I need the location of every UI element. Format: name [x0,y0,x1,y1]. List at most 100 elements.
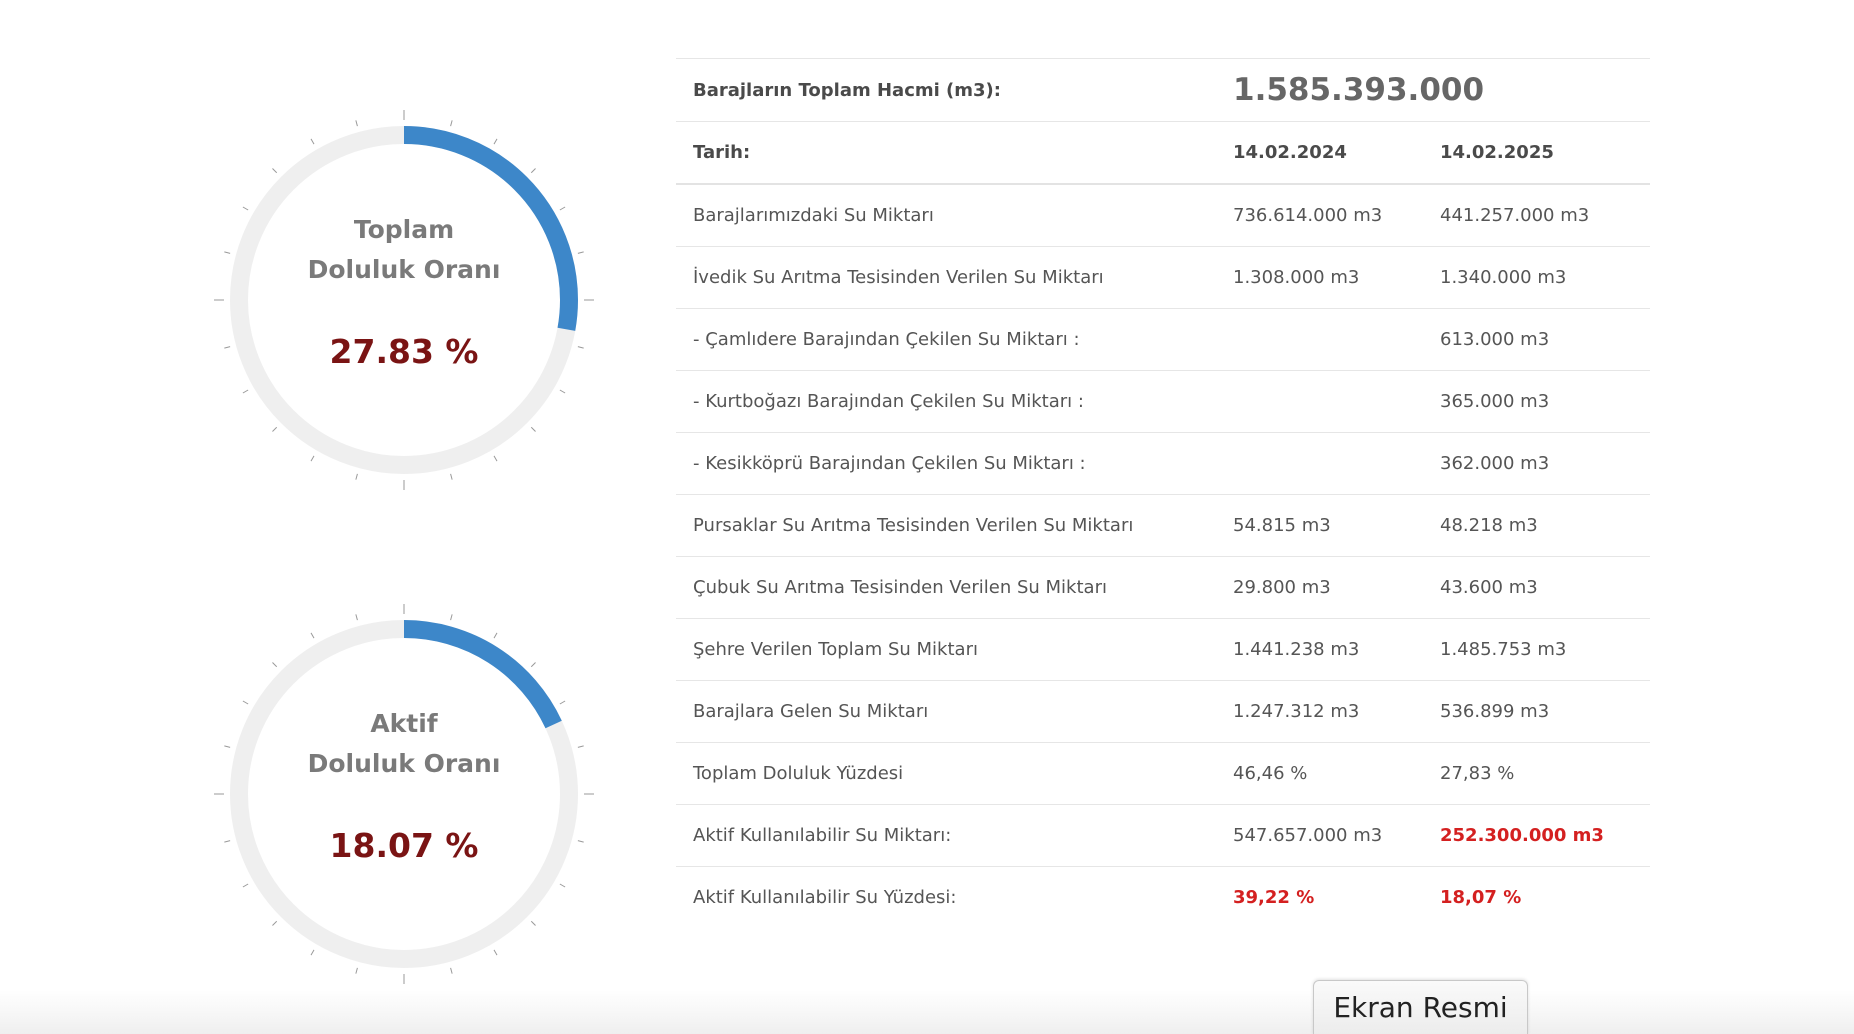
table-row: Şehre Verilen Toplam Su Miktarı 1.441.23… [676,618,1650,681]
gauge-tick [272,662,278,668]
gauge-tick [530,168,536,174]
row-value-2024: 1.441.238 m3 [1216,618,1423,681]
row-value-2025: 43.600 m3 [1423,556,1650,619]
row-value-2024: 54.815 m3 [1216,494,1423,557]
gauge-tick [493,455,498,462]
row-value-2025: 48.218 m3 [1423,494,1650,557]
gauge-tick [493,138,498,145]
gauge-tick [530,662,536,668]
row-value-2024: 46,46 % [1216,742,1423,805]
row-value-2025-highlight: 18,07 % [1423,866,1650,928]
gauge-tick [493,949,498,956]
table-row: - Kesikköprü Barajından Çekilen Su Mikta… [676,432,1650,495]
row-label: Barajlarımızdaki Su Miktarı [676,183,1216,247]
bottom-fade [0,990,1854,1034]
gauge-tick [530,920,536,926]
gauge-tick [242,883,249,888]
table-row: Çubuk Su Arıtma Tesisinden Verilen Su Mi… [676,556,1650,619]
table-row: Pursaklar Su Arıtma Tesisinden Verilen S… [676,494,1650,557]
row-value-2025: 362.000 m3 [1423,432,1650,495]
gauge-tick [450,120,453,127]
gauge-tick [310,632,315,639]
row-label: Toplam Doluluk Yüzdesi [676,742,1216,805]
row-label: Aktif Kullanılabilir Su Miktarı: [676,804,1216,867]
row-label: Çubuk Su Arıtma Tesisinden Verilen Su Mi… [676,556,1216,619]
row-value-2025: 365.000 m3 [1423,370,1650,433]
water-stats-table: Barajların Toplam Hacmi (m3): 1.585.393.… [676,58,1650,928]
gauge-tick [450,967,453,974]
gauge-tick [577,251,584,254]
row-label: İvedik Su Arıtma Tesisinden Verilen Su M… [676,246,1216,309]
table-row: Barajlarımızdaki Su Miktarı 736.614.000 … [676,183,1650,247]
gauge-ticks [214,604,594,984]
gauge-tick [224,745,231,748]
row-value-2024 [1216,370,1423,433]
row-value-2024: 29.800 m3 [1216,556,1423,619]
date-2024: 14.02.2024 [1216,121,1423,185]
gauge-fill-arc [230,620,578,968]
row-label: Barajlara Gelen Su Miktarı [676,680,1216,743]
table-row: İvedik Su Arıtma Tesisinden Verilen Su M… [676,246,1650,309]
table-row: Aktif Kullanılabilir Su Yüzdesi: 39,22 %… [676,866,1650,928]
gauge-tick [242,206,249,211]
gauge-tick [355,614,358,621]
row-value-2024: 1.247.312 m3 [1216,680,1423,743]
gauge-tick [559,883,566,888]
row-value-2024: 736.614.000 m3 [1216,183,1423,247]
total-fill-gauge-ring [214,110,594,490]
row-value-2025: 441.257.000 m3 [1423,183,1650,247]
active-fill-gauge: Aktif Doluluk Oranı 18.07 % [214,604,594,984]
row-value-2025: 1.485.753 m3 [1423,618,1650,681]
gauge-tick [355,473,358,480]
gauge-tick [242,389,249,394]
gauge-value: 18.07 % [329,826,479,865]
gauge-title-line1: Aktif [370,709,438,738]
date-2025: 14.02.2025 [1423,121,1650,185]
row-value-2024: 1.308.000 m3 [1216,246,1423,309]
row-label: - Çamlıdere Barajından Çekilen Su Miktar… [676,308,1216,371]
gauge-tick [559,206,566,211]
gauge-tick [577,840,584,843]
active-fill-gauge-ring [214,604,594,984]
gauge-tick [224,346,231,349]
gauge-tick [355,967,358,974]
date-label: Tarih: [676,121,1216,185]
gauge-tick [559,700,566,705]
table-row: Aktif Kullanılabilir Su Miktarı: 547.657… [676,804,1650,867]
gauge-title-line2: Doluluk Oranı [307,749,501,778]
gauge-tick [310,455,315,462]
gauge-tick [530,426,536,432]
total-volume-label: Barajların Toplam Hacmi (m3): [676,58,1216,122]
row-value-2024 [1216,432,1423,495]
row-value-2025: 1.340.000 m3 [1423,246,1650,309]
gauge-tick [310,949,315,956]
row-value-2024 [1216,308,1423,371]
gauge-tick [242,700,249,705]
table-row: - Çamlıdere Barajından Çekilen Su Miktar… [676,308,1650,371]
table-row: - Kurtboğazı Barajından Çekilen Su Mikta… [676,370,1650,433]
row-label: - Kesikköprü Barajından Çekilen Su Mikta… [676,432,1216,495]
gauge-tick [450,614,453,621]
gauge-tick [272,168,278,174]
screenshot-button[interactable]: Ekran Resmi [1313,980,1528,1034]
gauge-title-line1: Toplam [353,215,455,244]
row-label: Aktif Kullanılabilir Su Yüzdesi: [676,866,1216,928]
row-value-2025: 536.899 m3 [1423,680,1650,743]
gauge-tick [224,840,231,843]
table-row: Toplam Doluluk Yüzdesi 46,46 % 27,83 % [676,742,1650,805]
gauge-tick [224,251,231,254]
row-value-2024: 547.657.000 m3 [1216,804,1423,867]
row-value-2025: 27,83 % [1423,742,1650,805]
row-label: Şehre Verilen Toplam Su Miktarı [676,618,1216,681]
row-value-2024-highlight: 39,22 % [1216,866,1423,928]
gauge-ticks [214,110,594,490]
row-value-2025-highlight: 252.300.000 m3 [1423,804,1650,867]
gauge-tick [355,120,358,127]
total-fill-gauge: Toplam Doluluk Oranı 27.83 % [214,110,594,490]
row-label: - Kurtboğazı Barajından Çekilen Su Mikta… [676,370,1216,433]
gauge-tick [310,138,315,145]
total-volume-value: 1.585.393.000 [1216,58,1650,122]
gauge-tick [493,632,498,639]
gauge-title-line2: Doluluk Oranı [307,255,501,284]
